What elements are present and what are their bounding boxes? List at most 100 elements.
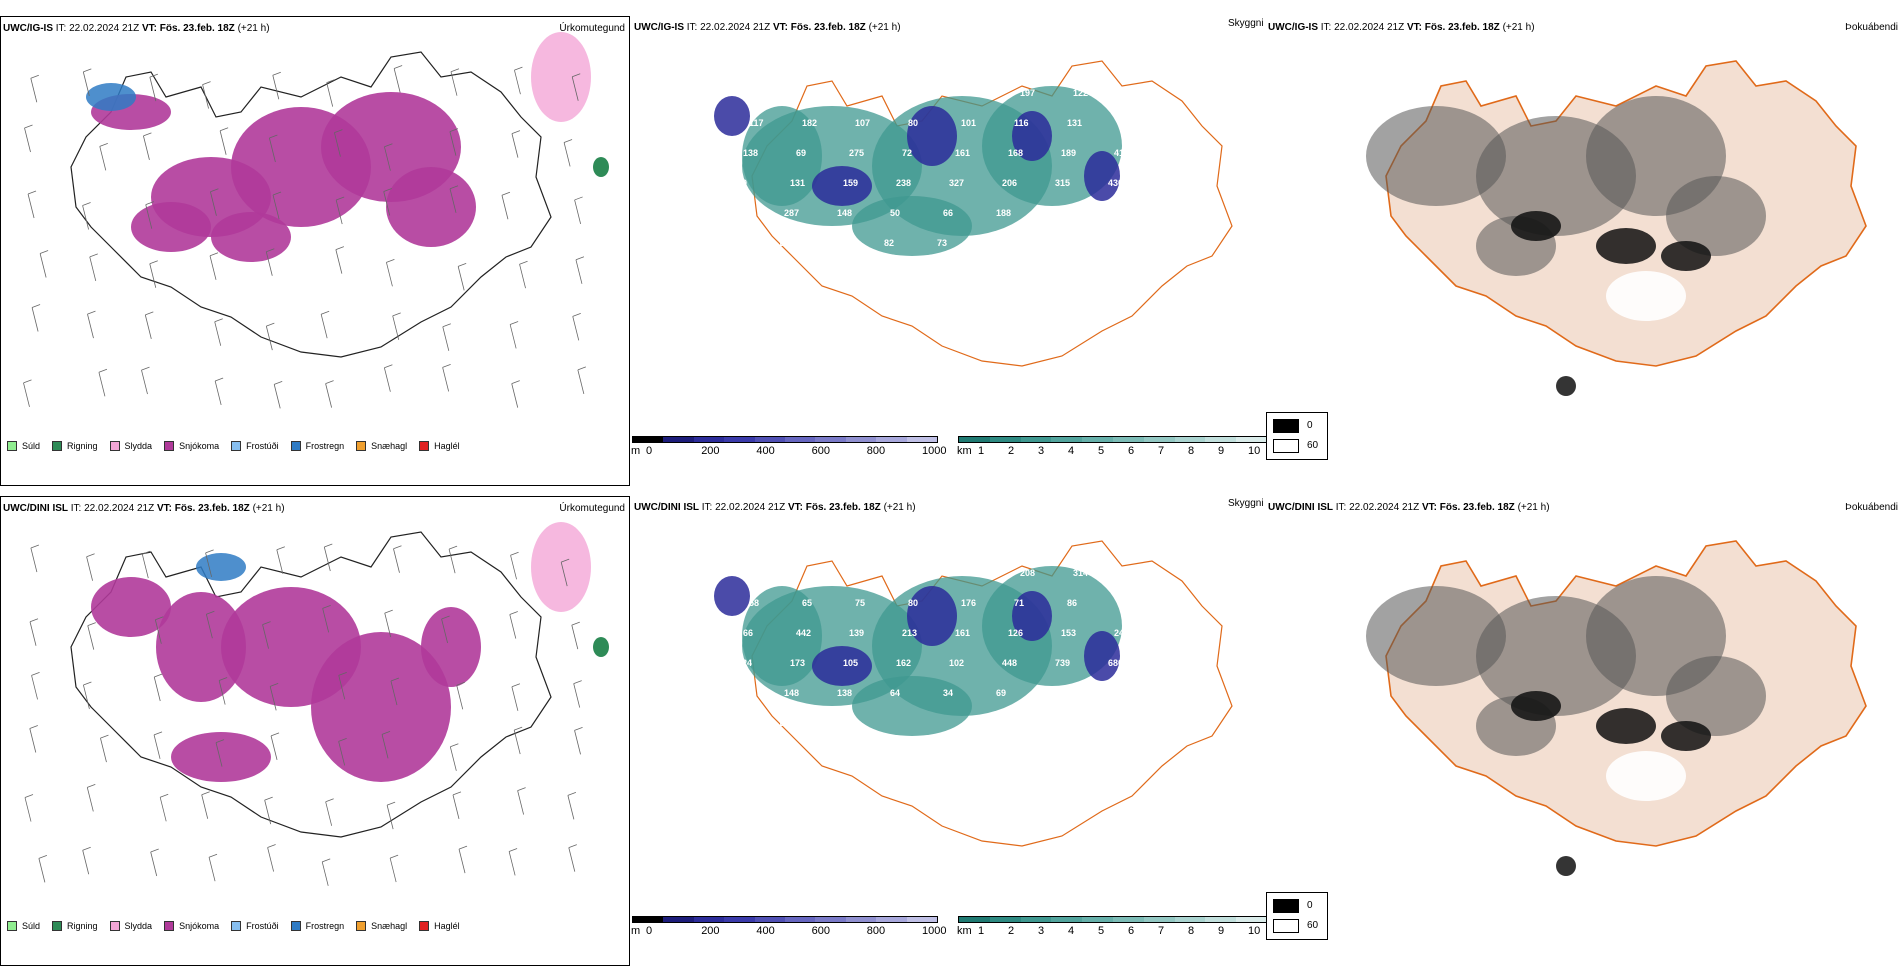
visibility-value-label: 73 <box>937 238 947 248</box>
colorbar-strip <box>632 916 938 923</box>
very-low-visibility-area <box>1084 151 1120 201</box>
colorbar-bin <box>989 917 1021 922</box>
wind-barb-flag <box>24 794 34 798</box>
wind-barb-flag <box>563 139 573 143</box>
colorbar-tick-label: 200 <box>701 925 720 937</box>
snowfall-area <box>421 607 481 687</box>
wind-barb-flag <box>267 844 276 848</box>
colorbar-bin <box>633 917 664 922</box>
legend-label: Snjókoma <box>179 921 220 931</box>
wind-barb <box>501 195 509 220</box>
init-time: IT: 22.02.2024 21Z <box>70 503 155 514</box>
high-fog-index-area <box>1661 721 1711 751</box>
visibility-value-label: 34 <box>943 688 953 698</box>
colorbar-strip <box>958 436 1268 443</box>
visibility-value-label: 442 <box>796 628 811 638</box>
wind-barb-flag <box>384 609 393 614</box>
low-visibility-area <box>742 106 822 206</box>
wind-barb <box>86 787 94 812</box>
legend-item: Súld <box>7 921 40 931</box>
visibility-value-label: 173 <box>790 658 805 668</box>
wind-barb <box>86 556 93 581</box>
wind-barb <box>270 735 278 760</box>
wind-barb-flag <box>145 311 154 316</box>
wind-barb-flag <box>87 784 96 788</box>
low-visibility-area <box>852 196 972 256</box>
snowfall-area <box>131 202 211 252</box>
wind-barb-flag <box>266 248 275 253</box>
legend-label: Súld <box>22 441 41 451</box>
legend-item: Snæhagl <box>356 441 407 451</box>
wind-barb-flag <box>450 743 459 748</box>
legend-item: Slydda <box>109 441 152 451</box>
precip-legend: Súld Rigning Slydda Snjókoma Frostúði Frostre… <box>7 921 460 931</box>
wind-barb-flag <box>322 604 331 609</box>
wind-barb <box>214 321 222 346</box>
colorbar-bin <box>785 437 816 442</box>
visibility-value-label: 80 <box>908 598 918 608</box>
wind-barb <box>509 614 517 639</box>
visibility-value-label: 66 <box>943 208 953 218</box>
colorbar-tick-label: 200 <box>701 445 720 457</box>
wind-barb <box>29 728 37 753</box>
colorbar-bin <box>1174 917 1206 922</box>
legend-label: Súld <box>22 921 41 931</box>
panel-header: UWC/IG-IS IT: 22.02.2024 21Z VT: Fös. 23… <box>1268 22 1535 33</box>
wind-barb <box>450 71 458 96</box>
snowfall-area <box>156 592 246 702</box>
legend-swatch <box>356 921 367 931</box>
wind-barb-flag <box>392 312 401 317</box>
visibility-map-top: 86 88 110 153 172 138 197 122 101 117 182 107 80 101 1… <box>702 60 1233 367</box>
wind-barb <box>272 75 280 100</box>
snowfall-area <box>91 577 171 637</box>
wind-barb-flag <box>335 246 345 251</box>
wind-barb-flag <box>574 196 583 201</box>
visibility-value-label: 103 <box>831 718 846 728</box>
wind-barb <box>320 314 328 339</box>
colorbar-tick-label: 8 <box>1188 445 1195 457</box>
colorbar-tick-label: 6 <box>1128 445 1135 457</box>
legend-swatch <box>290 441 301 451</box>
visibility-value-label: 208 <box>1020 568 1035 578</box>
visibility-value-label: 102 <box>949 658 964 668</box>
wind-barb <box>38 858 46 883</box>
lead-time: (+21 h) <box>1502 22 1535 33</box>
wind-barb-flag <box>272 71 281 76</box>
precip-map-bottom <box>24 522 609 886</box>
wind-barb-flag <box>150 848 159 853</box>
colorbar-unit: km <box>957 925 972 937</box>
wind-barb <box>335 249 343 274</box>
fog-key-label: 0 <box>1307 900 1313 911</box>
colorbar-tick-label: 10 <box>1248 925 1261 937</box>
wind-barb <box>82 850 90 875</box>
wind-barb-flag <box>29 618 39 623</box>
colorbar-tick-label: 4 <box>1068 925 1075 937</box>
wind-barb-flag <box>23 379 32 384</box>
fog-map-bottom <box>1366 540 1867 876</box>
wind-barb-flag <box>143 132 152 137</box>
wind-barb <box>265 326 273 351</box>
very-low-visibility-area <box>812 166 872 206</box>
visibility-value-label: 75 <box>855 598 865 608</box>
visibility-value-label: 101 <box>967 568 982 578</box>
visibility-value-label: 104 <box>778 718 793 728</box>
visibility-value-label: 69 <box>796 148 806 158</box>
freezing-rain-area <box>86 83 136 111</box>
fog-index-shading <box>1366 586 1506 686</box>
very-low-visibility-area <box>714 576 750 616</box>
precip-map-top <box>23 32 609 409</box>
colorbar-tick-label: 5 <box>1098 445 1105 457</box>
wind-barb <box>143 135 150 160</box>
sleet-area <box>531 522 591 612</box>
colorbar-tick-label: 1000 <box>922 445 947 457</box>
high-fog-index-area <box>1596 228 1656 264</box>
wind-barb-flag <box>452 791 462 796</box>
wind-barb <box>574 730 581 755</box>
wind-barb <box>392 315 400 340</box>
wind-barb <box>24 797 32 822</box>
very-low-visibility-area <box>907 586 957 646</box>
wind-barb-flag <box>575 256 585 261</box>
fog-index-key-bottom: 0 60 <box>1266 892 1328 940</box>
legend-swatch <box>290 921 301 931</box>
panel-title: Úrkomutegund <box>559 503 625 514</box>
